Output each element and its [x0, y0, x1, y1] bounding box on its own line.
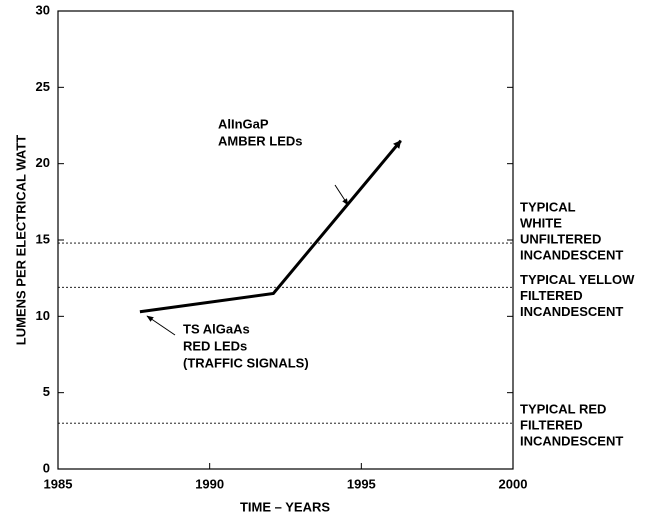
y-tick-label: 20 [36, 155, 50, 170]
reference-label: FILTERED [520, 418, 583, 433]
data-line [139, 139, 402, 314]
y-tick-label: 10 [36, 308, 50, 323]
x-axis-label: TIME – YEARS [240, 499, 330, 514]
reference-label: WHITE [520, 215, 562, 230]
y-tick-label: 25 [36, 79, 50, 94]
y-tick-label: 0 [43, 460, 50, 475]
reference-label: INCANDESCENT [520, 434, 623, 449]
annotation-arrow [146, 315, 176, 336]
x-tick-label: 2000 [499, 476, 528, 491]
y-tick-label: 30 [36, 2, 50, 17]
reference-label: INCANDESCENT [520, 247, 623, 262]
annotation: TS AlGaAs [183, 321, 250, 336]
reference-label: TYPICAL [520, 199, 576, 214]
y-tick-label: 5 [43, 384, 50, 399]
y-tick-label: 15 [36, 231, 50, 246]
annotation: (TRAFFIC SIGNALS) [183, 355, 309, 370]
x-tick-label: 1990 [195, 476, 224, 491]
reference-label: FILTERED [520, 288, 583, 303]
x-tick-label: 1985 [44, 476, 73, 491]
annotation: AMBER LEDs [218, 133, 303, 148]
reference-label: TYPICAL YELLOW [520, 272, 635, 287]
plot-frame [57, 10, 514, 470]
annotation-arrow [334, 184, 349, 206]
annotation: RED LEDs [183, 338, 247, 353]
y-axis-label: LUMENS PER ELECTRICAL WATT [13, 135, 28, 345]
reference-label: UNFILTERED [520, 231, 601, 246]
annotation: AlInGaP [218, 116, 269, 131]
reference-label: INCANDESCENT [520, 304, 623, 319]
x-tick-label: 1995 [347, 476, 376, 491]
reference-label: TYPICAL RED [520, 402, 606, 417]
